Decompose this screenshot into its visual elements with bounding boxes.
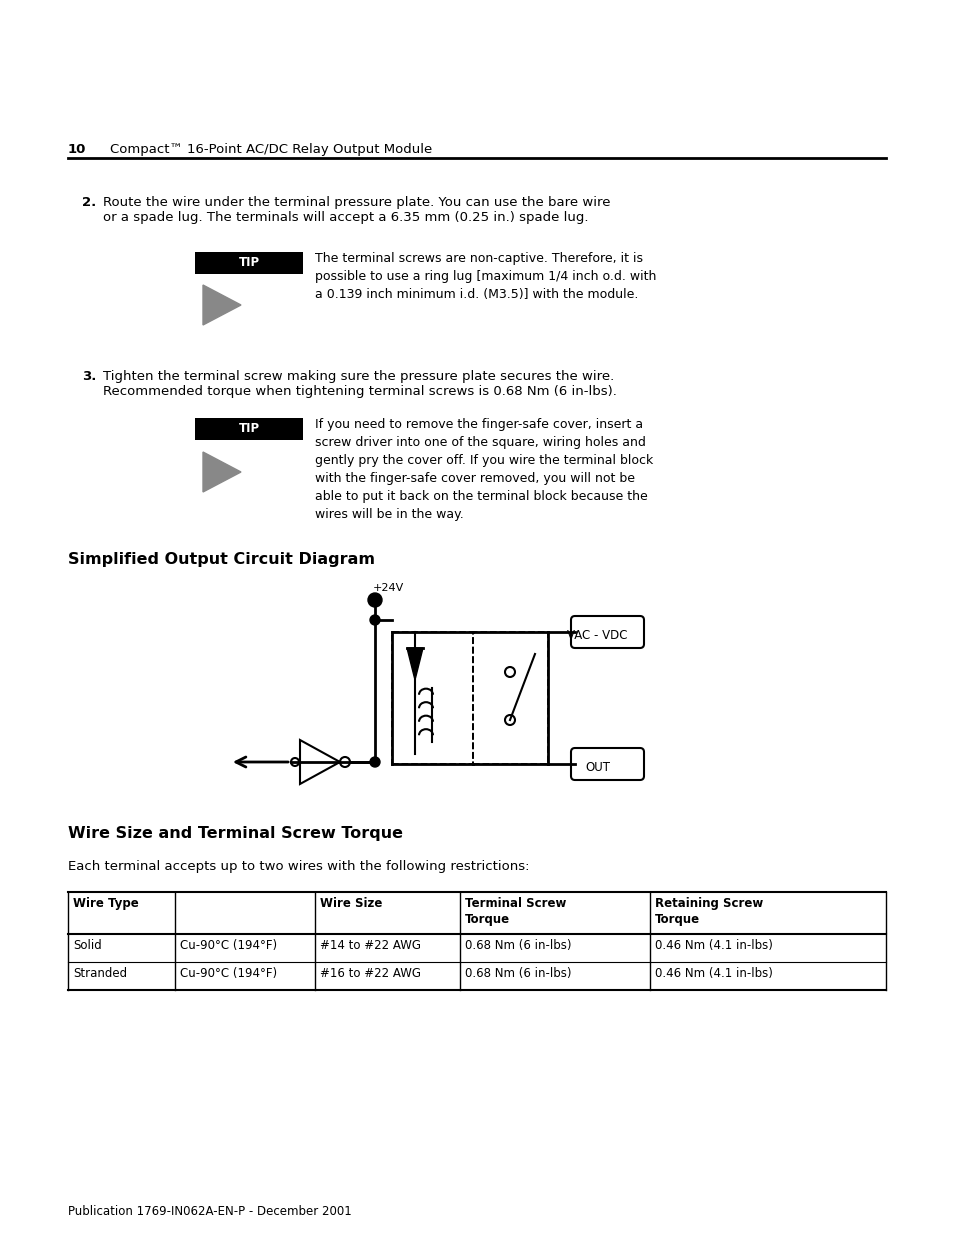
Circle shape — [339, 757, 350, 767]
Text: The terminal screws are non-captive. Therefore, it is
possible to use a ring lug: The terminal screws are non-captive. The… — [314, 252, 656, 301]
Text: 2.: 2. — [82, 196, 96, 209]
Text: Solid: Solid — [73, 939, 102, 952]
Text: Stranded: Stranded — [73, 967, 127, 981]
Circle shape — [504, 715, 515, 725]
Text: TIP: TIP — [238, 257, 259, 269]
Text: Wire Size and Terminal Screw Torque: Wire Size and Terminal Screw Torque — [68, 826, 402, 841]
Polygon shape — [203, 285, 241, 325]
Text: Each terminal accepts up to two wires with the following restrictions:: Each terminal accepts up to two wires wi… — [68, 860, 529, 873]
Text: 10: 10 — [68, 143, 87, 156]
Text: Publication 1769-IN062A-EN-P - December 2001: Publication 1769-IN062A-EN-P - December … — [68, 1205, 352, 1218]
Text: 3.: 3. — [82, 370, 96, 383]
Text: Cu-90°C (194°F): Cu-90°C (194°F) — [180, 939, 276, 952]
Polygon shape — [203, 452, 241, 492]
Polygon shape — [299, 740, 339, 784]
Text: Retaining Screw
Torque: Retaining Screw Torque — [655, 897, 762, 926]
Text: 0.46 Nm (4.1 in-lbs): 0.46 Nm (4.1 in-lbs) — [655, 967, 772, 981]
Text: Terminal Screw
Torque: Terminal Screw Torque — [464, 897, 566, 926]
Text: Compact™ 16-Point AC/DC Relay Output Module: Compact™ 16-Point AC/DC Relay Output Mod… — [110, 143, 432, 156]
Text: +24V: +24V — [373, 583, 404, 593]
Bar — [194, 252, 303, 274]
Bar — [194, 417, 303, 440]
Text: Wire Size: Wire Size — [319, 897, 382, 910]
Text: If you need to remove the finger-safe cover, insert a
screw driver into one of t: If you need to remove the finger-safe co… — [314, 417, 653, 521]
Text: TIP: TIP — [238, 422, 259, 436]
Text: Wire Type: Wire Type — [73, 897, 138, 910]
Text: Tighten the terminal screw making sure the pressure plate secures the wire.
Reco: Tighten the terminal screw making sure t… — [103, 370, 617, 398]
Circle shape — [370, 757, 379, 767]
FancyBboxPatch shape — [571, 748, 643, 781]
Circle shape — [291, 758, 298, 766]
Text: 0.68 Nm (6 in-lbs): 0.68 Nm (6 in-lbs) — [464, 967, 571, 981]
Text: #14 to #22 AWG: #14 to #22 AWG — [319, 939, 420, 952]
Text: 0.46 Nm (4.1 in-lbs): 0.46 Nm (4.1 in-lbs) — [655, 939, 772, 952]
Text: #16 to #22 AWG: #16 to #22 AWG — [319, 967, 420, 981]
Text: Simplified Output Circuit Diagram: Simplified Output Circuit Diagram — [68, 552, 375, 567]
Circle shape — [370, 615, 379, 625]
Text: Route the wire under the terminal pressure plate. You can use the bare wire
or a: Route the wire under the terminal pressu… — [103, 196, 610, 224]
Text: VAC - VDC: VAC - VDC — [566, 629, 627, 642]
Text: 0.68 Nm (6 in-lbs): 0.68 Nm (6 in-lbs) — [464, 939, 571, 952]
Circle shape — [368, 593, 381, 606]
Text: Cu-90°C (194°F): Cu-90°C (194°F) — [180, 967, 276, 981]
Bar — [473, 632, 547, 764]
FancyBboxPatch shape — [571, 616, 643, 648]
Circle shape — [504, 667, 515, 677]
Text: OUT: OUT — [584, 761, 609, 774]
Polygon shape — [407, 648, 422, 680]
Bar — [392, 632, 473, 764]
